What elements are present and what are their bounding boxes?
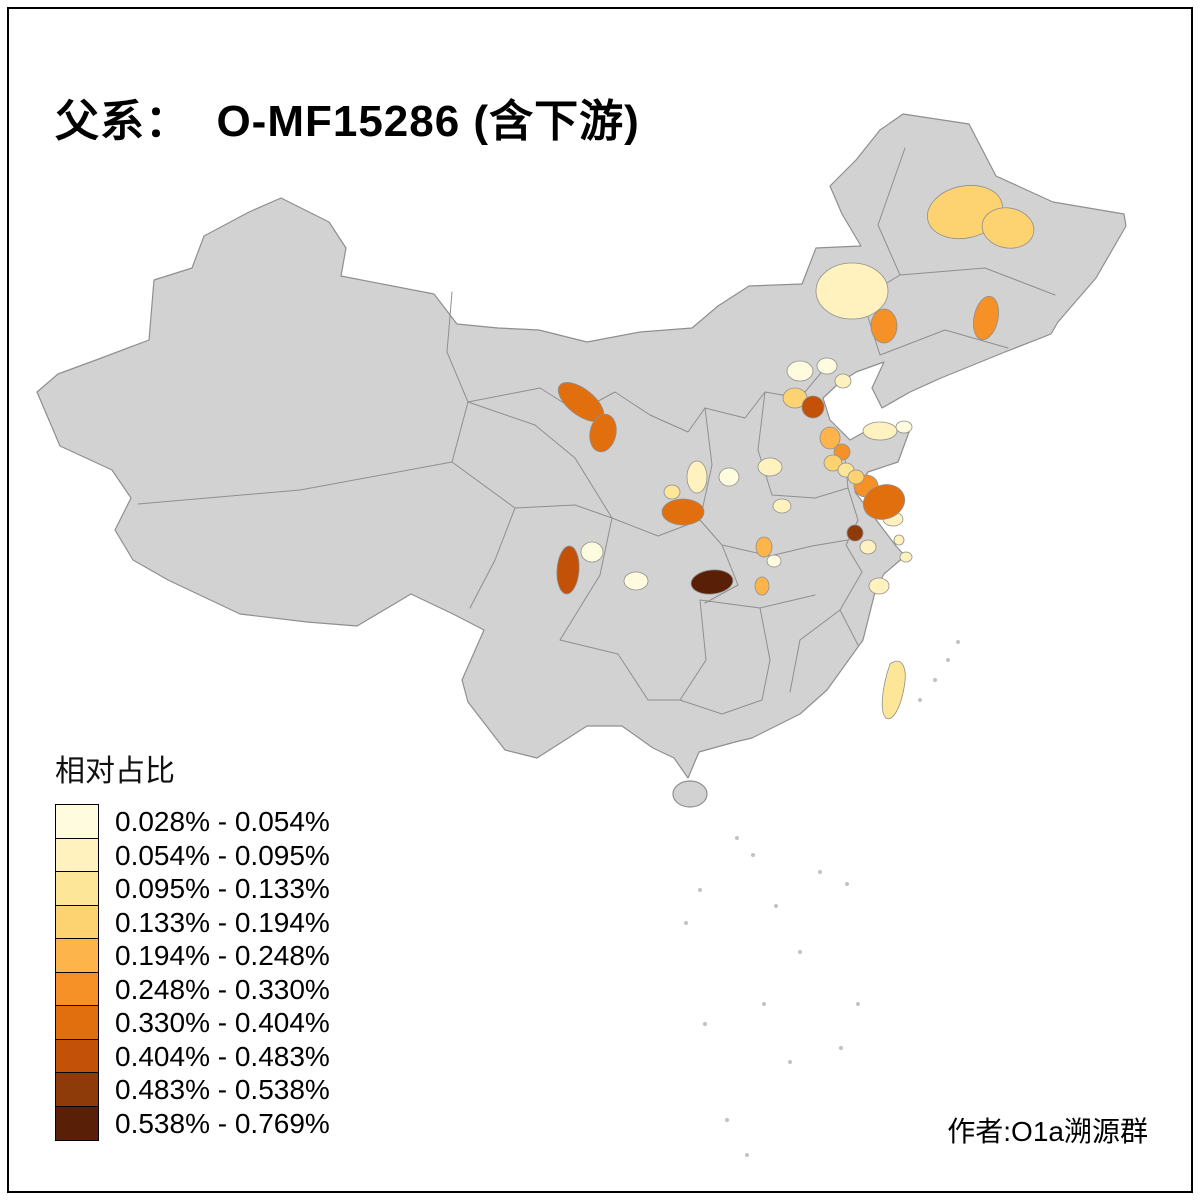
map-region [870, 308, 898, 344]
legend-swatch [55, 904, 99, 940]
map-region [661, 498, 705, 526]
legend-label: 0.330% - 0.404% [115, 1007, 330, 1038]
map-region [846, 524, 864, 542]
map-region [690, 569, 734, 595]
map-region [973, 295, 999, 341]
island-dot [735, 836, 739, 840]
legend-row: 0.483% - 0.538% [55, 1072, 330, 1107]
legend-swatch [55, 1072, 99, 1107]
attribution-text: 作者:O1a溯源群 [947, 1116, 1148, 1147]
island-dot [946, 658, 950, 662]
island-dot [762, 1002, 766, 1006]
legend-label: 0.133% - 0.194% [115, 906, 330, 938]
legend-label: 0.404% - 0.483% [115, 1040, 330, 1072]
map-region [899, 551, 913, 563]
legend-title: 相对占比 [55, 755, 175, 788]
map-region [772, 498, 792, 514]
map-region [847, 469, 865, 485]
map-region [819, 426, 841, 450]
map-region [801, 395, 825, 419]
plot-title: 父系： O-MF15286 (含下游) [55, 97, 640, 147]
legend-row: 0.028% - 0.054% [55, 804, 330, 839]
map-region [718, 467, 740, 487]
legend-row: 0.330% - 0.404% [55, 1005, 330, 1040]
map-region [868, 577, 890, 595]
legend-swatch [55, 938, 99, 973]
legend-label: 0.095% - 0.133% [115, 873, 330, 904]
map-region [786, 360, 814, 382]
map-region [862, 421, 898, 441]
legend-row: 0.095% - 0.133% [55, 871, 330, 906]
island-dot [703, 1022, 707, 1026]
island-dot [745, 1153, 749, 1157]
island-dot [774, 904, 778, 908]
map-region [859, 539, 877, 555]
legend-row: 0.133% - 0.194% [55, 904, 330, 940]
map-region [881, 660, 906, 720]
small-islands [684, 640, 960, 1157]
island-dot [933, 678, 937, 682]
map-region [663, 484, 681, 500]
legend-swatch [55, 971, 99, 1007]
island-dot [956, 640, 960, 644]
legend-row: 0.538% - 0.769% [55, 1105, 330, 1141]
legend-label: 0.054% - 0.095% [115, 839, 330, 871]
highlighted-regions [556, 184, 1035, 720]
island-dot [788, 1060, 792, 1064]
island-dot [845, 882, 849, 886]
island-dot [798, 950, 802, 954]
island-dot [839, 1046, 843, 1050]
map-region [589, 413, 617, 453]
legend-swatch [55, 1005, 99, 1040]
map-region [815, 262, 889, 320]
map-region [623, 571, 649, 591]
map-region [895, 420, 913, 434]
map-region [862, 484, 906, 520]
legend-swatch [55, 804, 99, 839]
map-region [893, 534, 905, 546]
island-dot [751, 853, 755, 857]
island-dot [698, 888, 702, 892]
legend-row: 0.404% - 0.483% [55, 1038, 330, 1074]
hainan-island-shape [672, 780, 708, 808]
legend-rows: 0.028% - 0.054% 0.054% - 0.095% 0.095% - 0… [55, 804, 330, 1141]
island-dot [684, 921, 688, 925]
island-dot [725, 1118, 729, 1122]
map-region [981, 207, 1035, 249]
legend-row: 0.194% - 0.248% [55, 938, 330, 973]
legend-swatch [55, 837, 99, 873]
map-region [755, 536, 773, 558]
legend-swatch [55, 1105, 99, 1141]
island-dot [856, 1002, 860, 1006]
map-region [816, 357, 838, 375]
legend-label: 0.483% - 0.538% [115, 1074, 330, 1105]
legend-swatch [55, 871, 99, 906]
legend-label: 0.194% - 0.248% [115, 940, 330, 971]
map-region [580, 541, 604, 563]
map-region [823, 454, 843, 472]
map-region [556, 545, 580, 595]
legend-row: 0.248% - 0.330% [55, 971, 330, 1007]
map-region [686, 460, 708, 494]
legend-label: 0.538% - 0.769% [115, 1107, 330, 1139]
island-dot [818, 870, 822, 874]
island-dot [918, 698, 922, 702]
map-region [754, 576, 770, 596]
map-region [757, 457, 783, 477]
map-region [834, 373, 852, 389]
legend-label: 0.248% - 0.330% [115, 973, 330, 1005]
legend-label: 0.028% - 0.054% [115, 806, 330, 837]
legend-row: 0.054% - 0.095% [55, 837, 330, 873]
legend: 相对占比 0.028% - 0.054% 0.054% - 0.095% 0.095… [55, 746, 330, 1141]
legend-swatch [55, 1038, 99, 1074]
map-region [766, 554, 782, 568]
